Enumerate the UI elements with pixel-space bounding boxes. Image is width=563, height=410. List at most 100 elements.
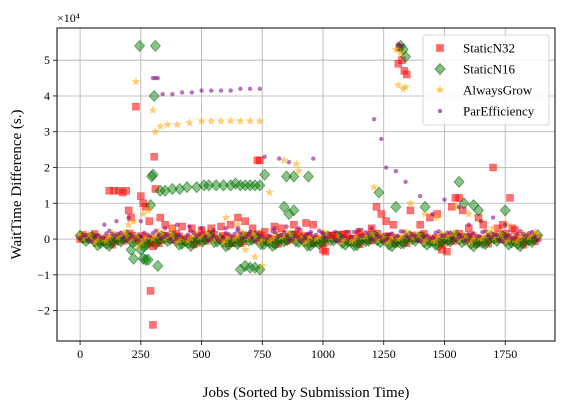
band-marker — [148, 234, 158, 243]
data-point — [369, 182, 379, 191]
band-marker — [518, 228, 523, 234]
data-point — [226, 116, 235, 125]
band-marker — [431, 236, 440, 245]
band-marker — [112, 234, 118, 239]
legend-label: ParEfficiency — [463, 104, 535, 119]
band-marker — [466, 238, 475, 247]
data-point — [398, 56, 406, 64]
data-point — [506, 194, 514, 202]
x-tick-label: 250 — [132, 347, 150, 361]
data-point — [150, 153, 158, 161]
y-tick-label: 3 — [44, 125, 50, 139]
band-marker — [512, 236, 517, 241]
data-point — [311, 156, 316, 161]
legend-marker — [437, 108, 443, 114]
data-point — [430, 211, 435, 217]
data-point — [134, 39, 146, 52]
data-point — [443, 247, 451, 256]
band-marker — [351, 239, 363, 252]
band-marker — [478, 234, 487, 243]
y-tick-label: 0 — [44, 232, 50, 246]
data-point — [383, 165, 389, 170]
data-point — [393, 168, 399, 174]
data-point — [369, 226, 374, 231]
band-marker — [483, 228, 488, 234]
band-marker — [523, 233, 529, 239]
band-marker — [147, 234, 153, 239]
legend-marker — [435, 85, 445, 94]
data-point — [377, 210, 386, 218]
x-tick-label: 500 — [193, 347, 211, 361]
x-tick-label: 1250 — [372, 347, 396, 361]
band-marker — [118, 230, 124, 236]
band-marker — [443, 232, 452, 241]
band-marker — [424, 233, 430, 239]
band-marker — [402, 227, 411, 236]
data-point — [203, 179, 215, 192]
data-point — [458, 197, 470, 210]
band-marker — [185, 232, 191, 237]
data-point — [260, 228, 269, 236]
data-point — [286, 159, 292, 165]
band-marker — [346, 236, 356, 245]
y-tick-label: 5 — [44, 53, 50, 67]
band-marker — [306, 232, 315, 241]
band-marker — [186, 233, 196, 242]
band-marker — [249, 235, 255, 240]
band-marker — [137, 238, 146, 247]
band-marker — [389, 231, 395, 236]
data-point — [258, 261, 267, 270]
band-marker — [303, 236, 312, 245]
band-marker — [296, 235, 301, 241]
data-point — [265, 188, 274, 197]
data-point — [226, 220, 235, 229]
data-point — [279, 155, 289, 164]
data-point — [320, 231, 326, 236]
data-point — [217, 222, 225, 231]
axis-ticks: 0 250 500 750 1000 1250 1500 1750 −2 −1 0 1 2 3 4 5 — [37, 53, 517, 361]
data-point — [140, 253, 152, 266]
data-point — [238, 86, 243, 92]
band-marker — [501, 237, 510, 246]
band-marker — [465, 238, 470, 243]
band-marker — [395, 233, 401, 238]
band-marker — [396, 233, 405, 242]
legend: StaticN32 StaticN16 AlwaysGrow ParEfficienc… — [422, 34, 550, 126]
data-point — [124, 220, 133, 229]
data-point — [197, 116, 206, 125]
data-point — [151, 127, 160, 136]
band-marker — [495, 229, 505, 238]
data-point — [464, 209, 473, 218]
band-marker — [256, 236, 266, 245]
band-marker — [90, 238, 99, 247]
band-marker — [481, 229, 490, 238]
data-point — [185, 118, 194, 127]
data-point — [247, 229, 253, 235]
band-marker — [156, 232, 161, 237]
band-marker — [422, 234, 432, 243]
data-point — [137, 252, 149, 265]
data-point — [211, 227, 216, 233]
data-point — [432, 213, 442, 222]
data-point — [292, 159, 301, 168]
data-point — [490, 215, 496, 220]
data-point — [420, 209, 430, 218]
data-point — [308, 229, 314, 235]
band-marker — [101, 235, 106, 241]
data-point — [178, 222, 186, 231]
x-tick-label: 1000 — [311, 347, 335, 361]
data-point — [235, 226, 241, 231]
data-point — [416, 220, 424, 229]
data-point — [131, 77, 141, 86]
band-marker — [468, 233, 473, 238]
data-point — [102, 222, 107, 227]
band-marker — [215, 234, 225, 243]
band-marker — [83, 233, 89, 238]
y-tick-label: −2 — [37, 304, 50, 318]
data-point — [247, 86, 253, 92]
data-point — [272, 226, 277, 231]
data-point — [398, 43, 403, 49]
band-marker — [284, 232, 290, 238]
legend-box — [422, 34, 550, 126]
